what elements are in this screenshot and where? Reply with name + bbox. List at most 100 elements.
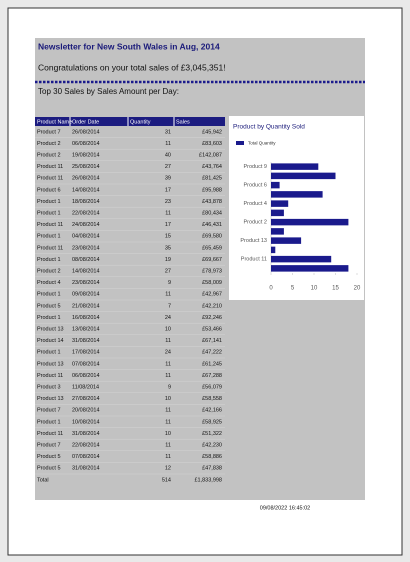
table-cell: Product 11 [37, 164, 63, 170]
table-cell: 07/08/2014 [72, 361, 100, 367]
y-tick-label: Product 6 [243, 183, 267, 189]
table-cell: £83,603 [202, 141, 222, 147]
bar [271, 209, 284, 217]
table-cell: Product 11 [37, 373, 63, 379]
table-cell: £95,988 [202, 187, 222, 193]
column-header: Sales [176, 119, 190, 125]
table-cell: 26/08/2014 [72, 129, 100, 135]
table-cell: Product 1 [37, 292, 61, 298]
table-cell: Product 2 [37, 268, 61, 274]
table-cell: 09/08/2014 [72, 292, 100, 298]
table-cell: 17/08/2014 [72, 350, 100, 356]
table-cell: 15 [165, 234, 171, 240]
table-cell: 06/08/2014 [72, 373, 100, 379]
bar [271, 265, 349, 272]
table-cell: 11 [165, 373, 171, 379]
table-cell: Product 14 [37, 338, 64, 344]
table-cell: £47,838 [202, 466, 222, 472]
table-cell: Product 3 [37, 384, 61, 390]
table-cell: 7 [168, 303, 171, 309]
table-cell: £43,878 [202, 199, 222, 205]
bar [271, 237, 302, 244]
table-cell: Product 7 [37, 442, 61, 448]
table-cell: Product 1 [37, 234, 61, 240]
table-cell: £58,925 [202, 419, 222, 425]
x-tick-label: 20 [354, 286, 361, 292]
table-cell: 22/08/2014 [72, 210, 100, 216]
column-header: Product Name [37, 119, 72, 125]
table-cell: Product 13 [37, 396, 64, 402]
table-cell: Product 2 [37, 141, 61, 147]
table-cell: 11/08/2014 [72, 384, 99, 390]
table-cell: 07/08/2014 [72, 454, 100, 460]
table-cell: £53,466 [202, 326, 222, 332]
table-header [35, 117, 225, 126]
table-cell: £58,886 [202, 454, 222, 460]
table-cell: 11 [165, 141, 171, 147]
timestamp: 09/08/2022 16:45:02 [260, 505, 310, 511]
table-cell: £78,973 [202, 268, 222, 274]
table-cell: £42,230 [202, 442, 222, 448]
table-cell: 11 [165, 454, 171, 460]
table-cell: 24 [165, 350, 171, 356]
table-cell: 11 [165, 210, 171, 216]
chart-title: Product by Quantity Sold [233, 124, 305, 131]
table-cell: 22/08/2014 [72, 442, 100, 448]
bar [271, 218, 349, 226]
table-cell: £69,580 [202, 234, 222, 240]
table-cell: 23 [165, 199, 171, 205]
table-cell: £81,425 [202, 176, 222, 182]
table-cell: 19/08/2014 [72, 152, 100, 158]
table-cell: 26/08/2014 [72, 176, 100, 182]
table-cell: 27 [165, 164, 171, 170]
table-cell: 13/08/2014 [72, 326, 100, 332]
bar [271, 246, 276, 254]
y-tick-label: Product 13 [240, 238, 267, 244]
y-tick-label: Product 4 [243, 201, 267, 207]
table-cell: £51,322 [202, 431, 222, 437]
table-cell: Product 1 [37, 257, 61, 263]
table-cell: 08/08/2014 [72, 257, 100, 263]
bar [271, 228, 284, 235]
table-cell: 31 [165, 129, 171, 135]
table-cell: 24 [165, 315, 171, 321]
total-cell: Total [37, 477, 49, 483]
table-cell: Product 1 [37, 210, 61, 216]
table-cell: 25/08/2014 [72, 164, 100, 170]
x-tick-label: 0 [269, 286, 273, 292]
table-cell: Product 13 [37, 361, 64, 367]
table-cell: 18/08/2014 [72, 199, 100, 205]
table-cell: £80,434 [202, 210, 222, 216]
table-cell: Product 11 [37, 431, 63, 437]
table-cell: 06/08/2014 [72, 141, 100, 147]
total-cell: 514 [162, 477, 171, 483]
bar [271, 191, 323, 198]
table-cell: £67,288 [202, 373, 222, 379]
table-cell: 9 [168, 384, 171, 390]
bar [271, 200, 289, 207]
table-cell: 10 [165, 431, 171, 437]
table-cell: 11 [165, 442, 171, 448]
table-cell: 21/08/2014 [72, 303, 100, 309]
table-cell: £42,166 [202, 408, 222, 414]
table-cell: 23/08/2014 [72, 245, 100, 251]
table-cell: Product 11 [37, 245, 63, 251]
table-cell: £46,431 [202, 222, 222, 228]
table-cell: £42,210 [202, 303, 222, 309]
table-cell: 31/08/2014 [72, 338, 100, 344]
y-tick-label: Product 9 [243, 164, 267, 170]
table-cell: 04/08/2014 [72, 234, 100, 240]
table-cell: 12 [165, 466, 171, 472]
table-cell: Product 1 [37, 350, 61, 356]
table-cell: 10 [165, 396, 171, 402]
table-cell: Product 5 [37, 303, 61, 309]
table-cell: 11 [165, 408, 171, 414]
table-cell: Product 13 [37, 326, 64, 332]
table-cell: 11 [165, 292, 171, 298]
x-tick-label: 5 [291, 286, 295, 292]
table-cell: Product 7 [37, 129, 61, 135]
table-cell: Product 1 [37, 315, 61, 321]
table-cell: £58,009 [202, 280, 222, 286]
table-cell: Product 5 [37, 466, 61, 472]
